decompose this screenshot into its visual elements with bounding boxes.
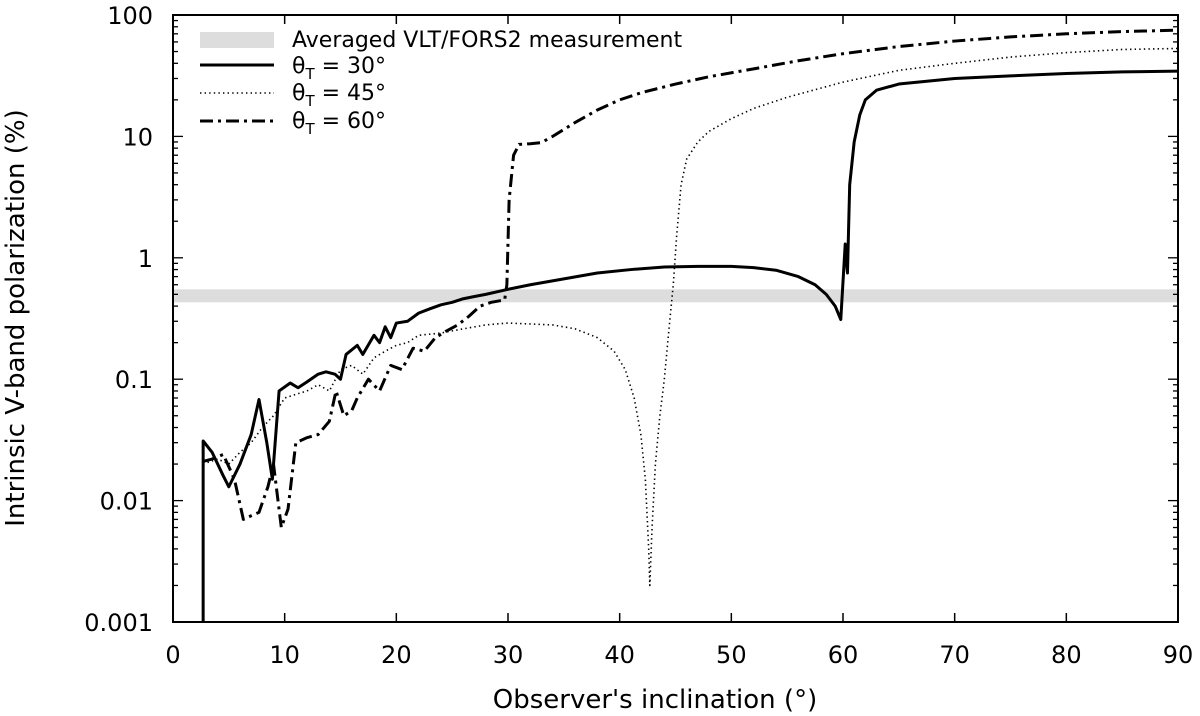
x-tick-label: 40 xyxy=(604,641,635,669)
legend: Averaged VLT/FORS2 measurement θT = 30° … xyxy=(200,28,682,138)
y-tick-label: 0.1 xyxy=(115,366,153,394)
x-tick-label: 0 xyxy=(165,641,180,669)
y-tick-label: 0.01 xyxy=(100,488,153,516)
x-axis-ticks: 0 10 20 30 40 50 60 70 80 90 xyxy=(165,15,1193,669)
legend-band-label: Averaged VLT/FORS2 measurement xyxy=(292,28,682,53)
legend-band-swatch xyxy=(200,32,274,48)
y-tick-label: 0.001 xyxy=(84,609,153,637)
legend-label-theta-60: θT = 60° xyxy=(292,109,386,138)
x-tick-label: 60 xyxy=(828,641,859,669)
plot-frame xyxy=(172,14,1179,623)
series-layer xyxy=(201,28,1179,622)
legend-label-theta-30: θT = 30° xyxy=(292,54,386,83)
x-tick-label: 50 xyxy=(716,641,747,669)
series-line-3 xyxy=(202,28,1179,530)
x-tick-label: 90 xyxy=(1163,641,1194,669)
x-tick-label: 10 xyxy=(269,641,300,669)
y-tick-label: 10 xyxy=(122,123,153,151)
y-tick-label: 100 xyxy=(107,2,153,30)
y-tick-label: 1 xyxy=(138,245,153,273)
y-axis-title: Intrinsic V-band polarization (%) xyxy=(1,109,31,527)
measurement-band xyxy=(173,289,1178,303)
x-tick-label: 70 xyxy=(939,641,970,669)
x-axis-title: Observer's inclination (°) xyxy=(493,685,817,715)
legend-label-theta-45: θT = 45° xyxy=(292,81,386,110)
series-line-1 xyxy=(201,69,1179,622)
x-tick-label: 20 xyxy=(381,641,412,669)
x-tick-label: 80 xyxy=(1051,641,1082,669)
x-tick-label: 30 xyxy=(493,641,524,669)
y-axis-ticks: 0.001 0.01 0.1 1 10 100 xyxy=(84,2,1178,637)
